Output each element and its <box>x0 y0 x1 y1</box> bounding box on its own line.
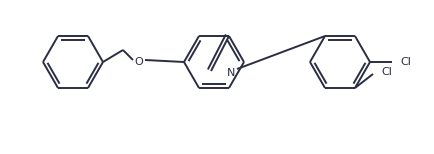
Text: Cl: Cl <box>400 57 411 67</box>
Text: Cl: Cl <box>381 67 392 77</box>
Text: O: O <box>135 57 143 67</box>
Text: N: N <box>227 68 235 78</box>
